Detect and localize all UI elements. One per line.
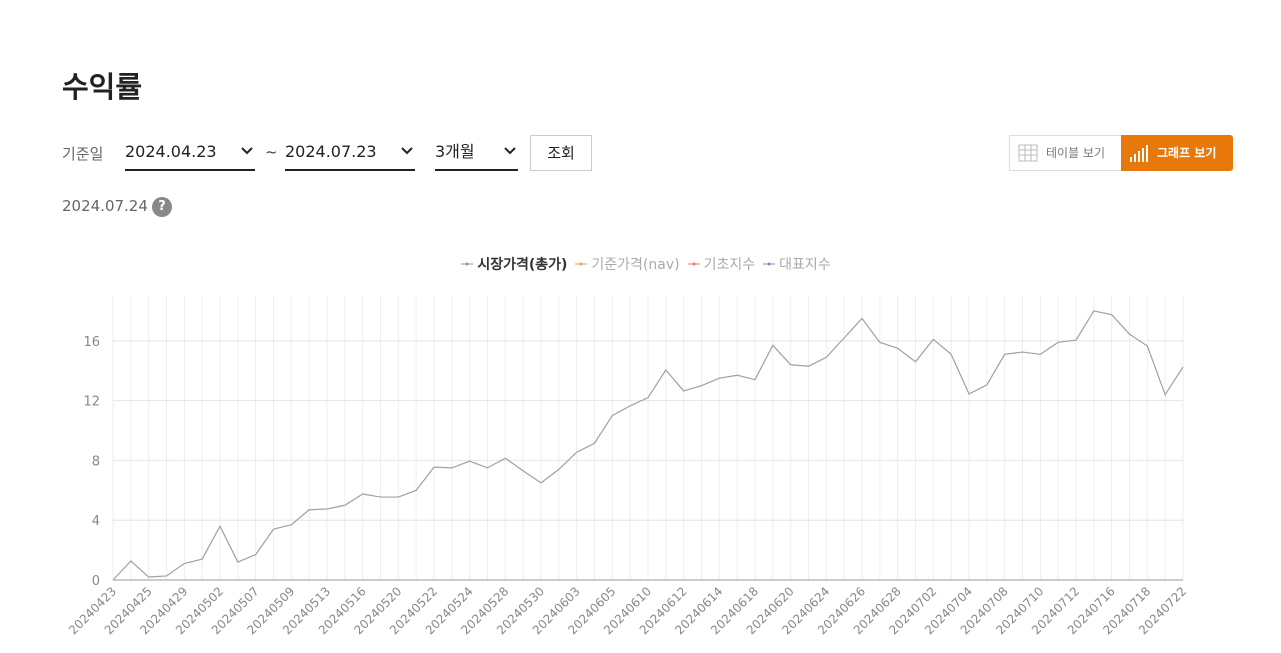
y-tick-label: 16 bbox=[83, 335, 100, 350]
chevron bbox=[241, 147, 253, 155]
period-select[interactable]: 3개월 bbox=[435, 135, 518, 171]
legend-marker bbox=[687, 262, 700, 266]
y-tick-label: 12 bbox=[83, 395, 100, 410]
legend: 시장가격(총가) 기준가격(nav) 기초지수 대표지수 bbox=[0, 254, 1281, 274]
legend-marker bbox=[763, 262, 776, 266]
y-tick-label: 4 bbox=[92, 514, 100, 529]
legend-label: 기준가격(nav) bbox=[591, 257, 680, 273]
y-tick-label: 0 bbox=[92, 574, 100, 589]
start-date-select[interactable]: 2024.04.23 bbox=[125, 135, 255, 171]
legend-marker bbox=[575, 262, 588, 266]
legend-marker bbox=[461, 262, 474, 266]
help-icon[interactable]: ? bbox=[152, 197, 172, 217]
end-date: 2024.07.23 bbox=[285, 142, 377, 161]
legend-item[interactable]: 기준가격(nav) bbox=[575, 257, 680, 273]
y-tick-label: 8 bbox=[92, 454, 100, 469]
legend-item[interactable]: 시장가격(총가) bbox=[461, 257, 567, 273]
graph-view-button[interactable]: 그래프 보기 bbox=[1121, 135, 1233, 171]
graph-view-label: 그래프 보기 bbox=[1157, 146, 1217, 160]
table-view-label: 테이블 보기 bbox=[1046, 146, 1106, 160]
page-title: 수익률 bbox=[62, 70, 143, 104]
chevron bbox=[504, 147, 516, 155]
series-line bbox=[112, 310, 1184, 581]
filter-label: 기준일 bbox=[62, 145, 104, 163]
separator: ~ bbox=[265, 143, 278, 161]
table-view-button[interactable]: 테이블 보기 bbox=[1009, 135, 1122, 171]
legend-label: 대표지수 bbox=[779, 257, 831, 273]
start-date: 2024.04.23 bbox=[125, 142, 217, 161]
legend-item[interactable]: 대표지수 bbox=[763, 257, 831, 273]
end-date-select[interactable]: 2024.07.23 bbox=[285, 135, 415, 171]
table-icon bbox=[1018, 144, 1038, 162]
chart: 0481216202404232024042520240429202405022… bbox=[66, 296, 1189, 637]
chevron bbox=[401, 147, 413, 155]
period: 3개월 bbox=[435, 142, 475, 161]
marker-dot bbox=[579, 262, 583, 266]
legend-label: 시장가격(총가) bbox=[477, 257, 568, 273]
marker-dot bbox=[767, 262, 771, 266]
marker-dot bbox=[465, 262, 469, 266]
legend-label: 기초지수 bbox=[703, 257, 756, 273]
marker-dot bbox=[692, 262, 696, 266]
as-of-date: 2024.07.24 bbox=[62, 197, 148, 215]
search-button[interactable]: 조회 bbox=[530, 135, 592, 171]
legend-item[interactable]: 기초지수 bbox=[687, 257, 756, 273]
graph-icon bbox=[1130, 145, 1148, 162]
